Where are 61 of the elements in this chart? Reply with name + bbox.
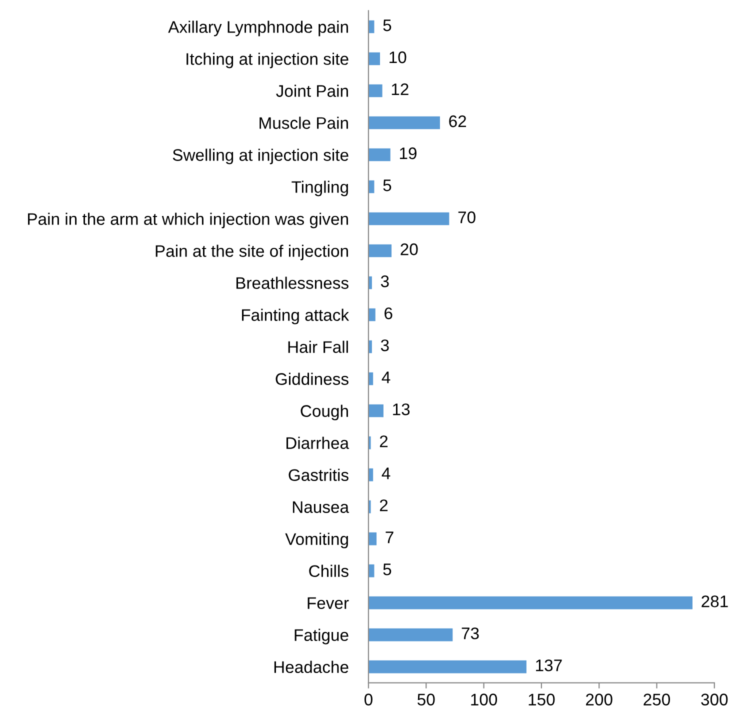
y-tick-label: Fainting attack xyxy=(242,308,350,324)
x-tick-label: 300 xyxy=(701,694,728,706)
bar xyxy=(368,596,692,610)
data-label: 3 xyxy=(380,275,389,288)
data-label: 7 xyxy=(386,532,394,544)
data-label: 4 xyxy=(382,468,390,480)
data-label: 2 xyxy=(380,499,388,512)
y-tick-label: Fever xyxy=(308,597,349,610)
bar xyxy=(368,308,376,322)
y-tick-label: Hair Fall xyxy=(288,340,348,353)
x-tick-label: 100 xyxy=(471,694,498,706)
bar xyxy=(368,244,392,258)
y-tick-label: Axillary Lymphnode pain xyxy=(168,20,348,36)
x-tick-label: 0 xyxy=(364,694,372,706)
data-label: 137 xyxy=(536,659,562,672)
bar xyxy=(368,404,384,418)
data-label: 19 xyxy=(400,147,416,160)
y-tick-label: Fatigue xyxy=(294,628,348,644)
y-tick-label: Pain at the site of injection xyxy=(156,244,348,260)
data-label: 5 xyxy=(383,180,392,192)
y-tick-label: Swelling at injection site xyxy=(172,148,348,164)
y-tick-label: Giddiness xyxy=(276,372,348,385)
x-tick-label: 250 xyxy=(644,694,670,706)
y-tick-label: Joint Pain xyxy=(276,84,348,97)
x-tick-label: 200 xyxy=(586,694,612,706)
y-tick-label: Headache xyxy=(274,660,348,674)
y-tick-label: Gastritis xyxy=(288,468,348,481)
bar xyxy=(368,84,382,98)
data-label: 5 xyxy=(383,20,392,32)
data-label: 73 xyxy=(462,627,479,640)
y-tick-label: Nausea xyxy=(292,501,350,513)
bar xyxy=(368,212,450,226)
bar xyxy=(368,116,440,130)
y-tick-label: Muscle Pain xyxy=(260,116,348,129)
data-label: 2 xyxy=(380,435,388,448)
data-label: 4 xyxy=(382,372,390,384)
x-tick-label: 50 xyxy=(418,694,435,706)
data-label: 70 xyxy=(458,211,476,224)
y-tick-label: Cough xyxy=(300,404,348,420)
bar xyxy=(368,52,380,66)
data-label: 62 xyxy=(449,115,466,128)
data-label: 6 xyxy=(384,307,392,320)
bar xyxy=(368,532,377,546)
x-tick-label: 150 xyxy=(528,694,555,706)
bar xyxy=(368,148,390,162)
bar xyxy=(368,628,453,642)
data-label: 20 xyxy=(400,243,418,256)
y-tick-label: Tingling xyxy=(292,180,348,196)
y-tick-label: Itching at injection site xyxy=(186,52,348,68)
y-tick-label: Vomiting xyxy=(285,532,348,548)
data-label: 12 xyxy=(392,83,408,96)
data-label: 13 xyxy=(393,403,410,416)
data-label: 3 xyxy=(380,339,389,352)
data-label: 5 xyxy=(383,564,392,576)
bar xyxy=(368,660,526,674)
y-tick-label: Pain in the arm at which injection was given xyxy=(28,212,348,228)
data-label: 10 xyxy=(390,51,406,64)
data-label: 281 xyxy=(702,595,728,608)
y-tick-label: Breathlessness xyxy=(236,276,348,289)
y-tick-label: Chills xyxy=(309,564,348,578)
y-tick-label: Diarrhea xyxy=(286,436,350,449)
